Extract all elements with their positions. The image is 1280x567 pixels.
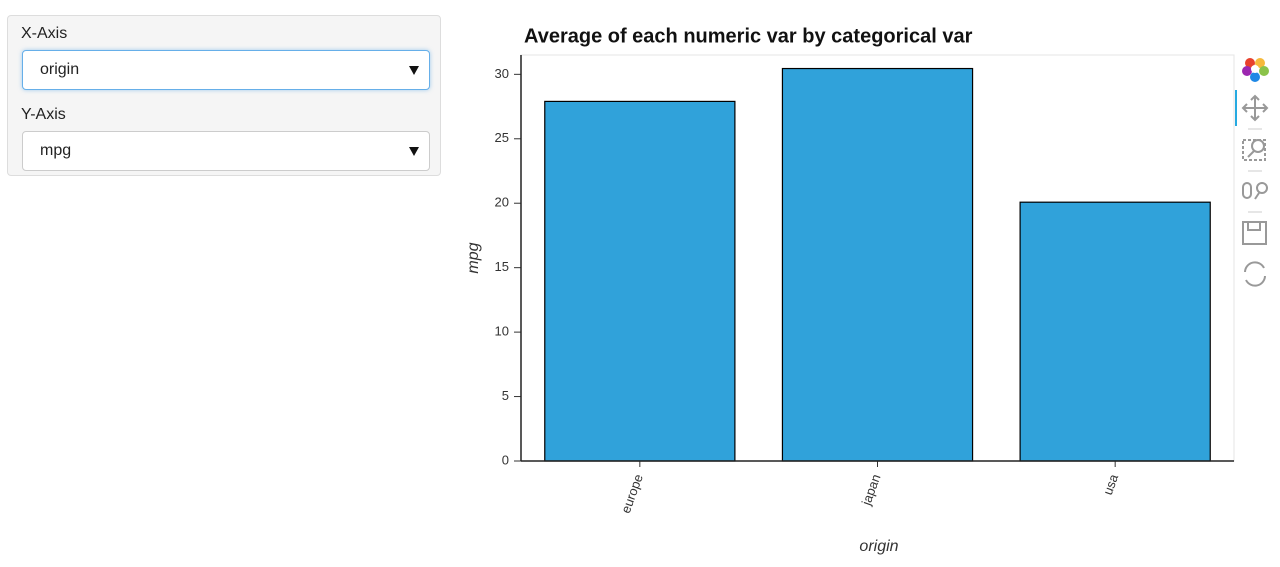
select[interactable]: mpg [22,131,430,171]
reset-tool[interactable] [1244,261,1266,287]
caret [409,147,419,156]
logo [1242,58,1269,82]
select-value: origin [40,61,80,78]
y-tick-label: 10 [495,324,509,339]
control-panel: X-Axis origin Y-Axis mpg [7,15,441,176]
y-tick-label: 25 [495,130,509,145]
y-tick-label: 15 [495,259,509,274]
x-tick-label: europe [618,472,646,515]
bar [781,67,974,462]
x-axis-label: origin [859,538,898,555]
toolbar [1235,58,1269,287]
bar [544,100,736,462]
x-tick-label: usa [1100,471,1122,497]
caret [409,66,419,75]
y-tick-label: 0 [502,452,509,467]
y-axis-label: mpg [465,242,482,273]
bar [1019,201,1211,462]
x-tick-label: japan [858,472,883,508]
save-tool[interactable] [1242,221,1267,245]
select[interactable]: origin [22,50,430,90]
y-tick-label: 30 [495,66,509,81]
pan-tool[interactable] [1241,94,1269,122]
control-label: X-Axis [21,25,68,42]
y-tick-label: 20 [495,195,509,210]
wheel-zoom-tool[interactable] [1242,182,1268,200]
box-zoom-tool[interactable] [1242,139,1266,161]
chart-title: Average of each numeric var by categoric… [524,25,973,47]
select-value: mpg [40,142,72,159]
control-label: Y-Axis [21,106,66,123]
y-tick-label: 5 [502,388,509,403]
